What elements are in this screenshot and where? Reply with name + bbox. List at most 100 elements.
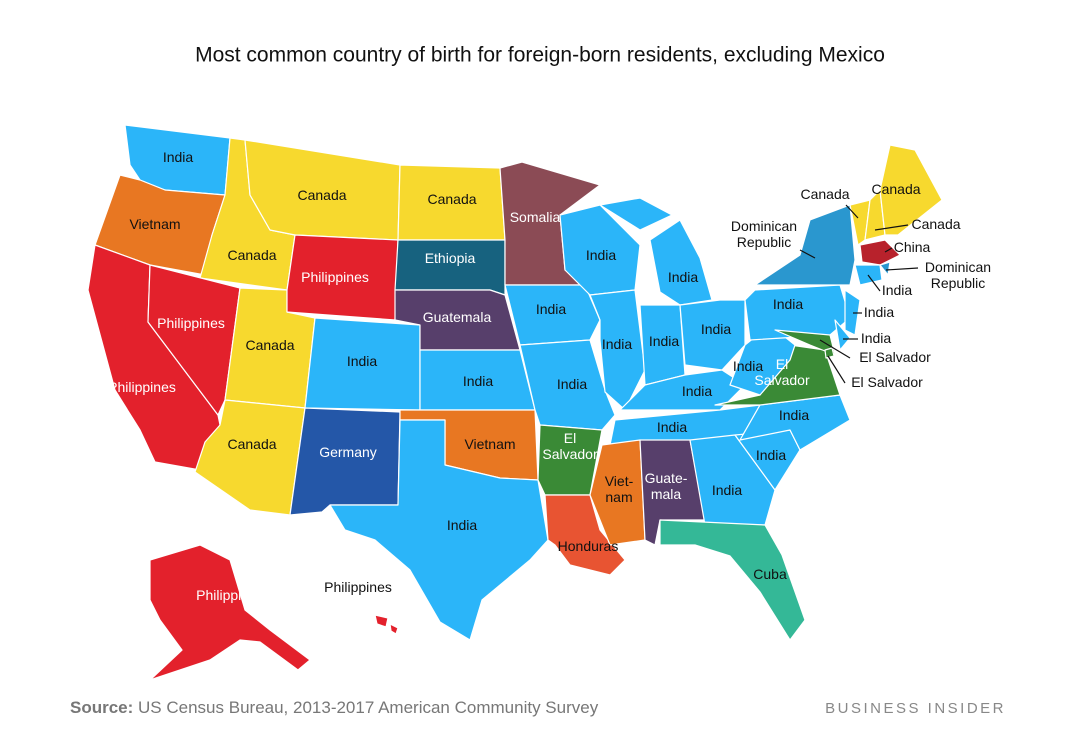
region-label: India (773, 296, 804, 312)
region-label: India (463, 373, 494, 389)
region-label: Canada (227, 247, 276, 263)
region-label: India (447, 517, 478, 533)
map (87, 124, 943, 681)
region-label: India (682, 383, 713, 399)
region-label: India (163, 149, 194, 165)
label-line: India (668, 269, 699, 285)
region-label: Dominican Republic (731, 218, 797, 250)
label-line: nam (605, 489, 632, 505)
label-line: India (447, 517, 478, 533)
region-shape (844, 289, 861, 336)
region-shape (754, 204, 856, 286)
region-shape (286, 234, 399, 321)
map-labels: India Vietnam Philippines Canada Canada Phili… (108, 149, 991, 603)
label-line: India (756, 447, 787, 463)
label-line: El Salvador (859, 349, 931, 365)
region-label: India (347, 353, 378, 369)
label-line: India (557, 376, 588, 392)
region-label: Cuba (753, 566, 787, 582)
region-label: Philippines (108, 379, 176, 395)
region-label: India (657, 419, 688, 435)
region (859, 239, 901, 266)
source-text: US Census Bureau, 2013-2017 American Com… (138, 698, 599, 717)
label-line: Salvador (542, 446, 598, 462)
region-label: El Salvador (542, 430, 598, 462)
region-shape (589, 289, 646, 411)
region-label: Vietnam (129, 216, 180, 232)
region-shape (374, 614, 389, 628)
region (659, 519, 806, 641)
region-label: India (712, 482, 743, 498)
label-line: Guatemala (423, 309, 492, 325)
region-shape (689, 434, 776, 526)
label-line: India (701, 321, 732, 337)
region-label: Somalia (510, 209, 561, 225)
region-label: India (602, 336, 633, 352)
label-line: India (779, 407, 810, 423)
region-shape (389, 623, 399, 635)
label-line: Vietnam (464, 436, 515, 452)
leader-line (885, 267, 919, 271)
region (834, 319, 851, 351)
region-label: India (701, 321, 732, 337)
region-label: India (649, 333, 680, 349)
region (504, 284, 601, 346)
region-shape (859, 239, 901, 266)
label-line: Canada (911, 216, 960, 232)
label-line: Canada (871, 181, 920, 197)
region-label: Viet-nam (605, 473, 634, 505)
label-line: Honduras (558, 538, 619, 554)
region (374, 614, 399, 635)
region-shape (879, 144, 943, 236)
region-label: Vietnam (464, 436, 515, 452)
label-line: Germany (319, 444, 377, 460)
label-line: Philippines (108, 379, 176, 395)
label-line: India (682, 383, 713, 399)
region (689, 434, 776, 526)
label-line: Philippines (324, 579, 392, 595)
label-line: India (347, 353, 378, 369)
label-line: China (894, 239, 931, 255)
region-label: India (756, 447, 787, 463)
source: Source: US Census Bureau, 2013-2017 Amer… (70, 698, 599, 717)
region-label: Canada (911, 216, 960, 232)
leader-line (874, 224, 909, 231)
region-shape (774, 329, 836, 356)
region-label: India (536, 301, 567, 317)
label-line: Republic (737, 234, 791, 250)
region-label: Guatemala (423, 309, 492, 325)
label-line: India (657, 419, 688, 435)
label-line: Cuba (753, 566, 787, 582)
label-line: Dominican (731, 218, 797, 234)
label-line: Republic (931, 275, 985, 291)
region-label: Ethiopia (425, 250, 476, 266)
region-shape (659, 519, 806, 641)
leader-line (845, 204, 859, 219)
region-shape (147, 264, 241, 416)
region (544, 494, 626, 576)
region-shape (649, 219, 713, 306)
region-label: Canada (800, 186, 849, 202)
region-label: El Salvador (859, 349, 931, 365)
label-line: Canada (800, 186, 849, 202)
label-line: India (586, 247, 617, 263)
leader-line (884, 247, 893, 253)
region-label: Canada (427, 191, 476, 207)
label-line: Vietnam (129, 216, 180, 232)
label-line: Canada (427, 191, 476, 207)
label-line: Guate- (645, 470, 688, 486)
region (149, 544, 311, 681)
region-label: India (668, 269, 699, 285)
region (879, 261, 891, 276)
label-line: India (712, 482, 743, 498)
label-line: India (733, 358, 764, 374)
region-label: El Salvador (754, 356, 810, 388)
label-line: Somalia (510, 209, 561, 225)
label-line: El Salvador (851, 374, 923, 390)
region-label: India (861, 330, 892, 346)
region-shape (589, 439, 646, 546)
label-line: mala (651, 486, 682, 502)
region-shape (289, 407, 401, 516)
label-line: India (882, 282, 913, 298)
region (289, 407, 401, 516)
